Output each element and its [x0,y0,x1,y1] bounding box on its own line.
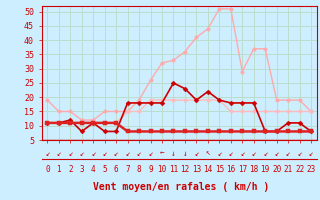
Text: 15: 15 [215,164,224,173]
Text: 20: 20 [272,164,281,173]
Text: 14: 14 [203,164,212,173]
Text: ↙: ↙ [228,148,233,158]
Text: ↙: ↙ [194,148,199,158]
Text: ↙: ↙ [79,148,84,158]
Text: 0: 0 [45,164,50,173]
Text: 12: 12 [180,164,189,173]
Text: 22: 22 [295,164,304,173]
Text: ↙: ↙ [263,148,268,158]
Text: 11: 11 [169,164,178,173]
Text: ↙: ↙ [297,148,302,158]
Text: ↙: ↙ [45,148,50,158]
Text: ↙: ↙ [217,148,222,158]
Text: 21: 21 [284,164,293,173]
Text: ↙: ↙ [148,148,153,158]
Text: 17: 17 [238,164,247,173]
Text: ↙: ↙ [57,148,61,158]
Text: ↖: ↖ [205,148,210,158]
Text: ↙: ↙ [252,148,256,158]
Text: 13: 13 [192,164,201,173]
Text: 18: 18 [249,164,258,173]
Text: ↙: ↙ [125,148,130,158]
Text: ↙: ↙ [240,148,244,158]
Text: 23: 23 [307,164,316,173]
Text: 2: 2 [68,164,73,173]
Text: ↙: ↙ [68,148,73,158]
Text: ↙: ↙ [114,148,118,158]
Text: 16: 16 [226,164,236,173]
Text: ↙: ↙ [309,148,313,158]
Text: 4: 4 [91,164,95,173]
Text: ↓: ↓ [171,148,176,158]
Text: ↙: ↙ [102,148,107,158]
Text: 6: 6 [114,164,118,173]
Text: 19: 19 [260,164,270,173]
Text: 8: 8 [137,164,141,173]
Text: ↙: ↙ [274,148,279,158]
Text: 7: 7 [125,164,130,173]
Text: ↓: ↓ [183,148,187,158]
Text: 3: 3 [79,164,84,173]
Text: ←: ← [160,148,164,158]
Text: ↙: ↙ [91,148,95,158]
Text: 9: 9 [148,164,153,173]
Text: Vent moyen/en rafales ( km/h ): Vent moyen/en rafales ( km/h ) [93,182,269,192]
Text: 1: 1 [57,164,61,173]
Text: ↙: ↙ [137,148,141,158]
Text: 5: 5 [102,164,107,173]
Text: ↙: ↙ [286,148,291,158]
Text: 10: 10 [157,164,167,173]
